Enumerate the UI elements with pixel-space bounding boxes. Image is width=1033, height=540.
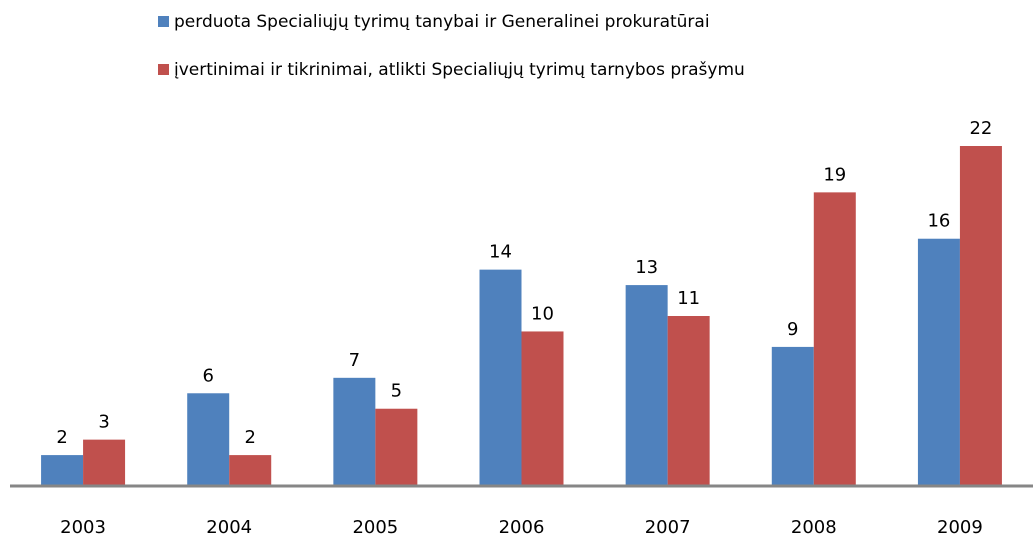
bar xyxy=(813,192,856,486)
bar xyxy=(41,455,84,486)
bar xyxy=(187,393,230,486)
data-label: 7 xyxy=(349,350,360,371)
data-label: 13 xyxy=(635,257,658,278)
data-label: 16 xyxy=(927,211,950,232)
bar xyxy=(521,331,564,486)
data-label: 2 xyxy=(244,427,255,448)
bar xyxy=(771,346,814,486)
data-label: 22 xyxy=(969,118,992,139)
data-label: 10 xyxy=(531,303,554,324)
x-tick-label: 2004 xyxy=(206,517,252,538)
data-label: 2 xyxy=(56,427,67,448)
bar xyxy=(375,408,418,486)
data-label: 19 xyxy=(823,164,846,185)
bar xyxy=(917,238,960,486)
legend-label: įvertinimai ir tikrinimai, atlikti Speci… xyxy=(174,60,745,80)
x-tick-label: 2009 xyxy=(937,517,983,538)
x-tick-label: 2008 xyxy=(791,517,837,538)
legend-label: perduota Specialiųjų tyrimų tanybai ir G… xyxy=(174,12,710,32)
data-label: 6 xyxy=(202,365,213,386)
data-label: 3 xyxy=(98,412,109,433)
x-tick-label: 2007 xyxy=(645,517,691,538)
legend-swatch xyxy=(158,64,169,75)
legend-swatch xyxy=(158,16,169,27)
bar xyxy=(959,146,1002,486)
x-tick-label: 2003 xyxy=(60,517,106,538)
bar xyxy=(333,377,376,486)
data-label: 9 xyxy=(787,319,798,340)
bar xyxy=(229,455,272,486)
bar xyxy=(83,439,126,486)
data-label: 11 xyxy=(677,288,700,309)
bar xyxy=(625,285,668,486)
x-tick-label: 2005 xyxy=(352,517,398,538)
bar xyxy=(479,269,522,486)
data-label: 5 xyxy=(391,381,402,402)
bar xyxy=(667,316,710,486)
x-tick-label: 2006 xyxy=(499,517,545,538)
data-label: 14 xyxy=(489,242,512,263)
